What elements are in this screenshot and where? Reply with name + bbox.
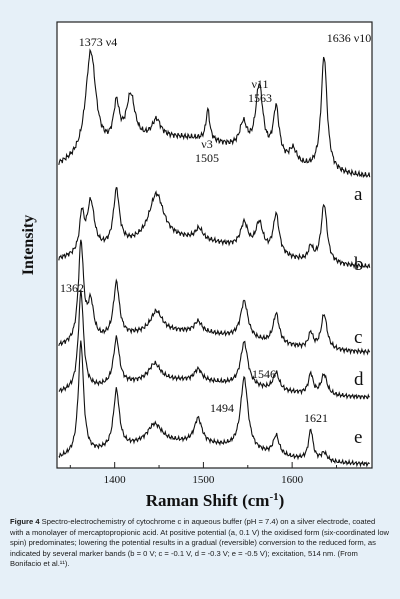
plot-frame: [56, 21, 373, 469]
x-tick-label: 1500: [192, 474, 215, 486]
x-tick-label: 1400: [104, 474, 127, 486]
series-label-a: a: [354, 184, 363, 205]
x-tick-label: 1600: [281, 474, 304, 486]
peak-label-1505: ν3 1505: [195, 137, 219, 165]
series-label-c: c: [354, 327, 362, 348]
x-axis: 1400 1500 1600: [69, 462, 338, 486]
spectrum-a: [58, 48, 371, 179]
x-axis-label: Raman Shift (cm-1): [146, 491, 285, 510]
y-axis-label: Intensity: [20, 215, 37, 275]
spectra: a b cd e: [58, 48, 371, 468]
spectrum-b: [58, 186, 371, 270]
series-label-d: d: [354, 369, 364, 390]
annotations: 1373 ν4 ν3 1505 ν11 1563 1636 ν10 1362 1494 1546…: [60, 31, 371, 425]
peak-label-1373: 1373 ν4: [79, 35, 117, 49]
peak-label-1563: ν11 1563: [248, 77, 272, 105]
caption-text: Spectro-electrochemistry of cytochrome c…: [10, 517, 390, 569]
peak-label-1494: 1494: [210, 401, 234, 415]
series-label-b: b: [354, 254, 364, 275]
series-label-e: e: [354, 427, 362, 448]
peak-label-1362: 1362: [60, 281, 84, 295]
peak-label-1636: 1636 ν10: [327, 31, 371, 45]
figure-caption: Figure 4 Spectro-electrochemistry of cyt…: [10, 517, 390, 570]
spectrum-d: [58, 290, 370, 400]
spectrum-c: [58, 239, 371, 356]
peak-label-1621: 1621: [304, 411, 328, 425]
spectrum-e: [58, 340, 370, 468]
peak-label-1546: 1546: [252, 367, 276, 381]
caption-label: Figure 4: [10, 517, 40, 526]
